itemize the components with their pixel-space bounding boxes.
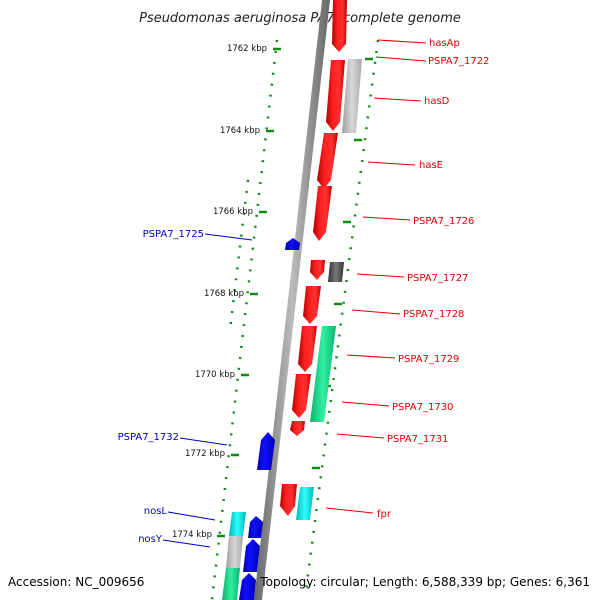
gene-label[interactable]: PSPA7_1732: [118, 432, 179, 443]
gene-label[interactable]: hasD: [424, 96, 450, 107]
accession-text: Accession: NC_009656: [8, 575, 144, 589]
gene-label[interactable]: PSPA7_1728: [403, 309, 464, 320]
reverse-genes: [239, 238, 300, 600]
gene-PSPA7_1732[interactable]: [257, 432, 275, 470]
ruler-label: 1772 kbp: [185, 449, 225, 459]
feature-green-bottom[interactable]: [222, 568, 240, 600]
ruler-label: 1770 kbp: [195, 370, 235, 380]
gene-hasD[interactable]: [317, 133, 338, 189]
feature-cyan-nosL[interactable]: [229, 512, 246, 536]
footer: Accession: NC_009656 Topology: circular;…: [8, 575, 590, 589]
gene-PSPA7_1726[interactable]: [310, 260, 325, 280]
ruler-major-ticks: [217, 47, 373, 538]
other-features: [222, 59, 362, 600]
gene-label[interactable]: nosL: [144, 506, 168, 517]
ruler-label: 1762 kbp: [227, 44, 267, 54]
gene-fpr[interactable]: [280, 484, 297, 516]
topology-text: Topology: circular; Length: 6,588,339 bp…: [259, 575, 590, 589]
gene-label[interactable]: PSPA7_1730: [392, 402, 453, 413]
gene-PSPA7_1722[interactable]: [326, 60, 345, 131]
ruler-label: 1764 kbp: [220, 126, 260, 136]
gene-label[interactable]: hasAp: [429, 38, 460, 49]
ruler-track-inner-left: [228, 179, 250, 331]
ruler-labels: 1762 kbp 1764 kbp 1766 kbp 1768 kbp 1770…: [172, 44, 267, 540]
gene-label[interactable]: PSPA7_1722: [428, 56, 489, 67]
forward-genes: [280, 0, 347, 516]
right-gene-labels: hasAp PSPA7_1722 hasD hasE PSPA7_1726 PS…: [325, 38, 489, 520]
left-gene-labels: PSPA7_1725 PSPA7_1732 nosL nosY: [118, 229, 253, 548]
gene-hasE[interactable]: [313, 186, 332, 241]
map-title: Pseudomonas aeruginosa PA7, complete gen…: [139, 11, 461, 26]
gene-label[interactable]: PSPA7_1725: [143, 229, 204, 240]
ruler-track-inner-right: [304, 39, 380, 591]
gene-PSPA7_1725[interactable]: [285, 238, 300, 250]
gene-nosL[interactable]: [248, 516, 263, 538]
feature-dark-PSPA7_1727[interactable]: [328, 262, 344, 282]
gene-PSPA7_1730[interactable]: [290, 421, 305, 436]
feature-gray-hasD[interactable]: [342, 59, 362, 133]
gene-nosY[interactable]: [243, 539, 260, 572]
gene-label[interactable]: fpr: [377, 509, 392, 520]
feature-gray-nosY[interactable]: [226, 536, 243, 568]
gene-label[interactable]: PSPA7_1729: [398, 354, 459, 365]
ruler-label: 1774 kbp: [172, 530, 212, 540]
gene-PSPA7_1729[interactable]: [292, 374, 311, 418]
gene-label[interactable]: PSPA7_1731: [387, 434, 448, 445]
ruler-label: 1766 kbp: [213, 207, 253, 217]
feature-cyan-fpr[interactable]: [296, 487, 314, 520]
ruler-label: 1768 kbp: [204, 289, 244, 299]
gene-hasAp[interactable]: [332, 0, 347, 52]
gene-label[interactable]: hasE: [419, 160, 443, 171]
feature-green-PSPA7_1729[interactable]: [310, 326, 336, 422]
gene-bottom-blue[interactable]: [239, 573, 256, 600]
gene-label[interactable]: nosY: [138, 534, 163, 545]
gene-PSPA7_1727[interactable]: [303, 286, 321, 324]
gene-label[interactable]: PSPA7_1726: [413, 216, 474, 227]
gene-label[interactable]: PSPA7_1727: [407, 273, 468, 284]
gene-PSPA7_1728[interactable]: [298, 326, 317, 372]
